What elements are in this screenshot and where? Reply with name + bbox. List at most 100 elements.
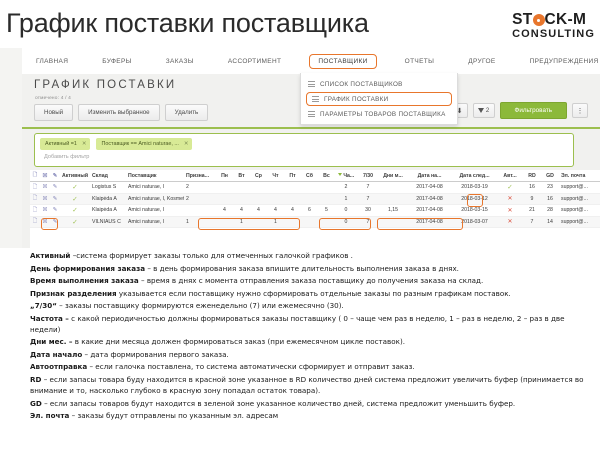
check-icon: ✓ — [507, 184, 513, 192]
col-email[interactable]: Эл. почта — [561, 172, 586, 179]
copy-icon[interactable]: 🗋 — [32, 195, 38, 202]
table-row[interactable]: 🗋 ☒ ✎ ✓ Klaipėda A Amici naturae, I, Kos… — [30, 193, 600, 205]
close-icon[interactable]: ✕ — [183, 141, 189, 147]
cell-frequency: 2 — [344, 184, 348, 191]
logo-text-before: ST — [512, 11, 533, 28]
edit-icon[interactable]: ✎ — [52, 195, 58, 202]
legend-line: RD – если запасы товара буду находится в… — [30, 374, 590, 397]
edit-icon[interactable]: ✎ — [52, 184, 58, 191]
row-checkbox[interactable]: ☒ — [42, 195, 48, 202]
menu-item-delivery-schedule[interactable]: ГРАФИК ПОСТАВКИ — [306, 92, 452, 106]
copy-icon[interactable]: 🗋 — [32, 183, 38, 190]
filter-chip-active[interactable]: Активный =1 ✕ — [40, 138, 91, 150]
cell-thu: 4 — [274, 207, 277, 214]
check-icon: ✓ — [72, 195, 78, 203]
cell-mon: 4 — [223, 207, 226, 214]
copy-icon[interactable]: 🗋 — [32, 218, 38, 225]
nav-item-bufery[interactable]: БУФЕРЫ — [102, 57, 132, 65]
legend-text: Активный –система формирует заказы тольк… — [30, 250, 590, 423]
legend-line: Дата начало – дата формирования первого … — [30, 349, 590, 360]
nav-item-assortiment[interactable]: АССОРТИМЕНТ — [227, 57, 282, 65]
check-icon: ✓ — [72, 184, 78, 192]
app-screenshot: ГЛАВНАЯ БУФЕРЫ ЗАКАЗЫ АССОРТИМЕНТ ПОСТАВ… — [0, 48, 600, 248]
cell-cycle: 7 — [366, 218, 370, 225]
col-fri[interactable]: Пт — [289, 172, 296, 179]
cell-rd: 16 — [529, 184, 535, 191]
col-sat[interactable]: Сб — [306, 172, 313, 179]
row-checkbox[interactable]: ☒ — [42, 218, 48, 225]
col-rd[interactable]: RD — [528, 172, 536, 179]
menu-item-supplier-product-params[interactable]: ПАРАМЕТРЫ ТОВАРОВ ПОСТАВЩИКА — [301, 107, 457, 121]
col-warehouse[interactable]: Склад — [92, 172, 108, 179]
filter-count-value: 2 — [485, 107, 490, 114]
logo-text-after: CK-M — [544, 11, 587, 28]
col-sign[interactable]: Призна... — [186, 172, 210, 179]
cell-active: ✓ — [60, 218, 90, 226]
grid-header-row: 🗋 ☒ ✎ Активный Склад Поставщик Призна...… — [30, 170, 600, 182]
delete-button[interactable]: Удалить — [164, 104, 209, 121]
suppliers-dropdown-menu: СПИСОК ПОСТАВЩИКОВ ГРАФИК ПОСТАВКИ ПАРАМ… — [300, 73, 458, 125]
cell-date-start: 2017-04-08 — [416, 207, 443, 214]
data-grid: 🗋 ☒ ✎ Активный Склад Поставщик Призна...… — [30, 170, 600, 248]
col-tue[interactable]: Вт — [238, 172, 245, 179]
legend-rest: – время в днях с момента отправления зак… — [138, 276, 484, 285]
col-thu[interactable]: Чт — [272, 172, 279, 179]
filter-count-badge[interactable]: 2 — [472, 103, 495, 118]
nav-item-drugoe[interactable]: ДРУГОЕ — [468, 57, 496, 65]
cell-sun: 5 — [325, 207, 328, 214]
nav-item-zakazy[interactable]: ЗАКАЗЫ — [165, 57, 194, 65]
edit-selected-button[interactable]: Изменить выбранное — [78, 104, 160, 121]
cell-autosend: ✕ — [497, 218, 523, 225]
page-body: ГРАФИК ПОСТАВКИ отмечено: 4 / 4 Новый Из… — [22, 73, 600, 248]
row-checkbox[interactable]: ☒ — [42, 184, 48, 191]
col-days-month[interactable]: Дни м... — [383, 172, 403, 179]
menu-item-supplier-list[interactable]: СПИСОК ПОСТАВЩИКОВ — [301, 77, 457, 91]
cell-date-next: 2018-03-12 — [461, 195, 488, 202]
cell-warehouse: Klaipėda A — [92, 195, 117, 202]
col-gd[interactable]: GD — [546, 172, 554, 179]
nav-item-postavshchiki[interactable]: ПОСТАВЩИКИ — [309, 53, 377, 69]
nav-item-otchety[interactable]: ОТЧЕТЫ — [404, 57, 435, 65]
nav-item-glavnaya[interactable]: ГЛАВНАЯ — [36, 57, 69, 65]
cell-supplier: Amici naturae, I — [128, 207, 165, 214]
filter-chip-supplier[interactable]: Поставщик == Amici naturae, ... ✕ — [96, 138, 193, 150]
table-row[interactable]: 🗋 ☒ ✎ ✓ Klaipėda A Amici naturae, I 4 4 … — [30, 205, 600, 217]
col-date-next[interactable]: Дата след... — [459, 172, 490, 179]
cell-date-next: 2018-03-19 — [461, 184, 488, 191]
col-active[interactable]: Активный — [62, 172, 89, 179]
logo-circle-icon — [532, 14, 545, 26]
cell-supplier: Amici naturae, I, Kosmetika — [128, 195, 184, 202]
legend-rest: указывается если поставщику нужно сформи… — [116, 288, 511, 298]
filter-chip-label: Поставщик == Amici naturae, ... — [101, 141, 179, 147]
table-row[interactable]: 🗋 ☒ ✎ ✓ Logistus S Amici naturae, I 2 2 … — [30, 182, 600, 194]
cell-warehouse: Logistus S — [92, 184, 117, 191]
edit-icon[interactable]: ✎ — [52, 218, 58, 225]
table-row[interactable]: 🗋 ☒ ✎ ✓ VILNIAUS C Amici naturae, I 1 1 … — [30, 216, 600, 228]
cell-gd: 16 — [547, 195, 553, 202]
copy-icon[interactable]: 🗋 — [32, 206, 38, 213]
close-icon[interactable]: ✕ — [81, 141, 87, 147]
legend-rest: – если запасы товаров будут находится в … — [41, 398, 516, 408]
col-date-start[interactable]: Дата на... — [417, 172, 442, 179]
col-wed[interactable]: Ср — [255, 172, 262, 179]
col-frequency[interactable]: Ча... — [335, 173, 357, 179]
col-sun[interactable]: Вс — [323, 172, 330, 179]
cell-gd: 28 — [547, 207, 553, 214]
col-autosend[interactable]: Авт... — [503, 172, 517, 179]
col-cycle[interactable]: 7/30 — [362, 172, 374, 179]
legend-term: Эл. почта — [30, 411, 70, 421]
row-checkbox[interactable]: ☒ — [42, 207, 48, 214]
cell-sign: 2 — [186, 195, 189, 202]
vertical-dots-icon[interactable]: ⋮ — [572, 103, 588, 118]
filter-button[interactable]: Фильтровать — [499, 102, 567, 119]
edit-icon[interactable]: ✎ — [52, 207, 58, 214]
new-button[interactable]: Новый — [34, 104, 74, 121]
col-supplier[interactable]: Поставщик — [128, 172, 157, 179]
menu-item-label: ПАРАМЕТРЫ ТОВАРОВ ПОСТАВЩИКА — [320, 110, 446, 118]
legend-line: День формирования заказа – в день формир… — [30, 263, 590, 274]
add-filter-input[interactable]: Добавить фильтр — [44, 154, 90, 160]
col-mon[interactable]: Пн — [221, 172, 228, 179]
legend-line: Признак разделения указывается если пост… — [30, 288, 590, 299]
legend-term: RD — [30, 374, 42, 384]
nav-item-preduprezhdeniya[interactable]: ПРЕДУПРЕЖДЕНИЯ — [529, 57, 599, 65]
